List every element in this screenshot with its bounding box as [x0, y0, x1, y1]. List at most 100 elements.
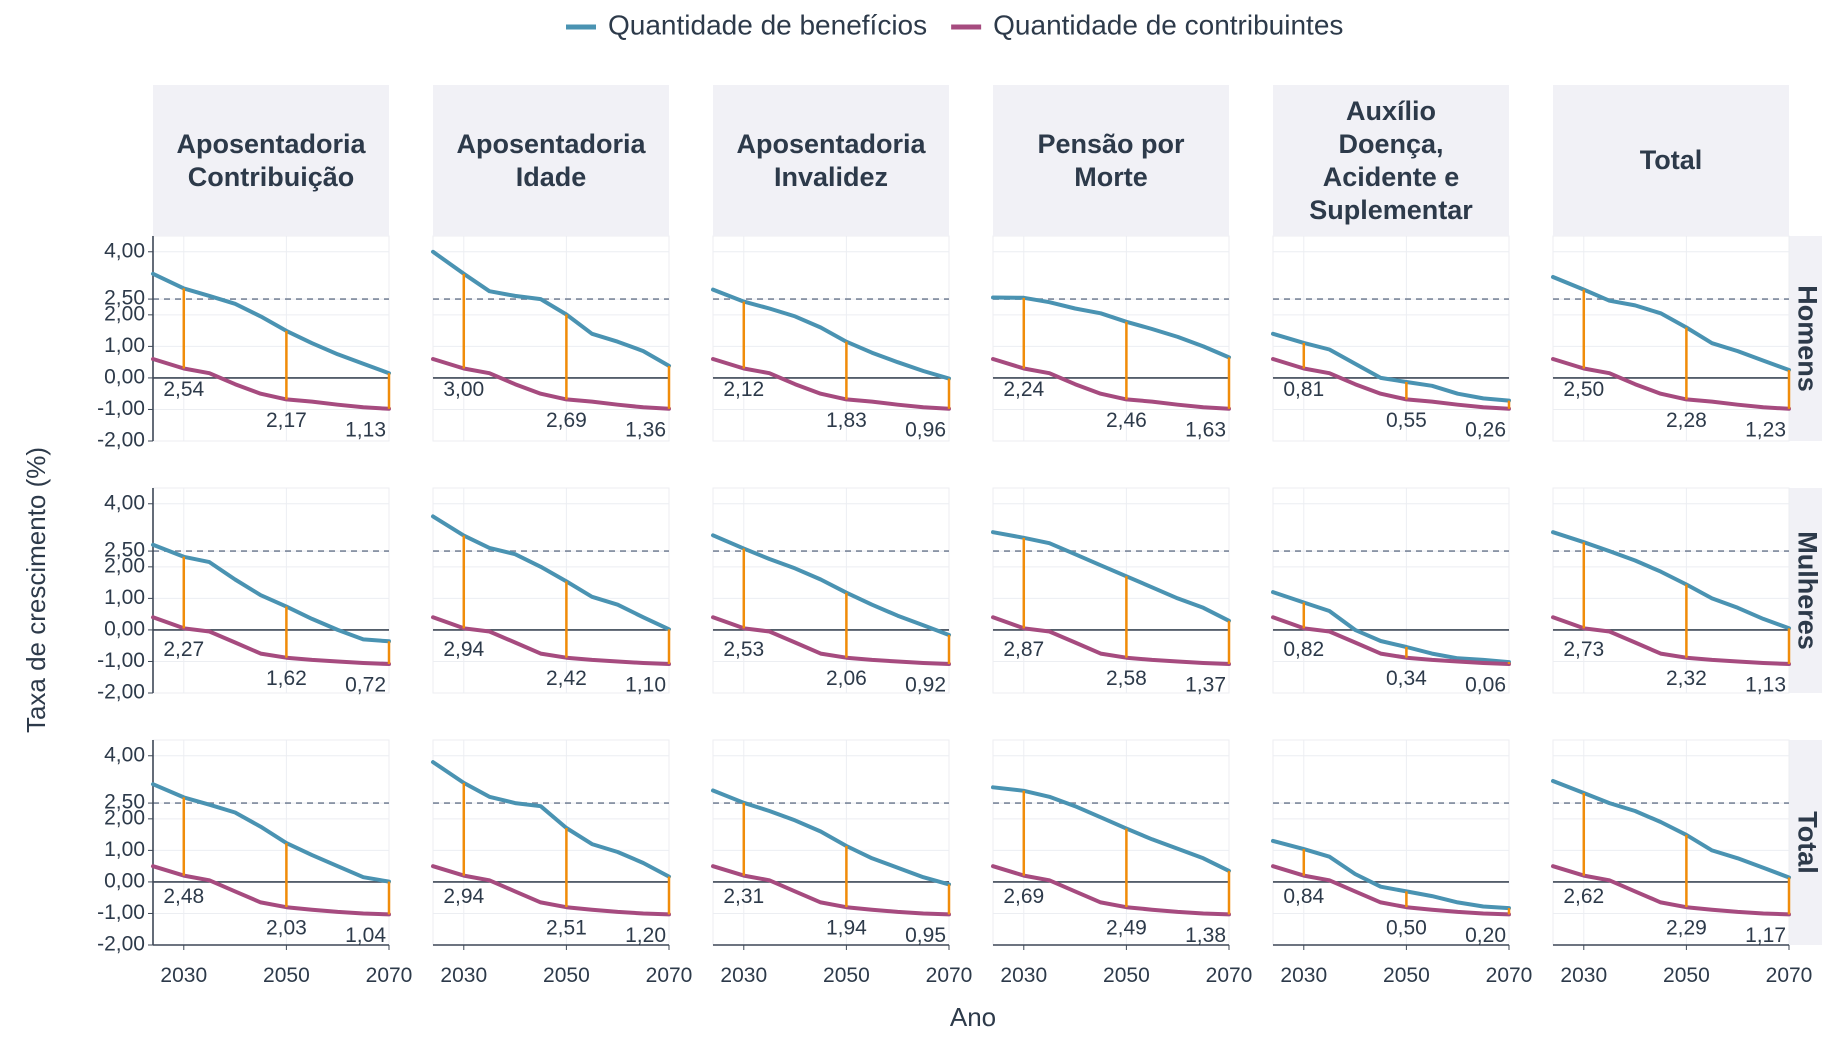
gap-label: 2,69	[1003, 885, 1044, 908]
gap-label: 2,94	[443, 885, 484, 908]
x-tick-label: 2070	[1206, 964, 1253, 987]
gap-label: 0,26	[1465, 418, 1506, 441]
gap-label: 2,32	[1666, 667, 1707, 690]
y-axis-title: Taxa de crescimento (%)	[21, 447, 51, 733]
gap-label: 2,73	[1563, 638, 1604, 661]
y-tick-label: 4,00	[104, 491, 145, 514]
gap-label: 0,50	[1386, 917, 1427, 940]
gap-label: 1,13	[1745, 674, 1786, 697]
gap-label: 2,62	[1563, 885, 1604, 908]
series-line	[1551, 615, 1791, 666]
series-line	[711, 788, 951, 887]
x-tick-label: 2030	[1000, 964, 1047, 987]
series-line	[1271, 331, 1511, 403]
column-header: Aposentadoria Contribuição	[153, 85, 389, 236]
gap-label: 2,24	[1003, 378, 1044, 401]
y-tick-label: 1,00	[104, 334, 145, 357]
series-line	[1551, 530, 1791, 631]
x-tick-label: 2050	[263, 964, 310, 987]
y-tick-label: 4,00	[104, 239, 145, 262]
x-tick-label: 2050	[1103, 964, 1150, 987]
panel-background	[1552, 487, 1790, 694]
series-line	[1551, 357, 1791, 411]
gap-label: 1,04	[345, 924, 386, 947]
gap-label: 1,36	[625, 418, 666, 441]
y-tick-label: -1,00	[97, 649, 145, 672]
row-label: Total	[1792, 811, 1822, 874]
series-line	[711, 357, 951, 411]
gap-label: 0,96	[905, 418, 946, 441]
series-line	[1271, 864, 1511, 917]
gap-label: 0,81	[1283, 378, 1324, 401]
gap-label: 1,37	[1185, 674, 1226, 697]
gap-label: 0,06	[1465, 674, 1506, 697]
series-line	[151, 542, 391, 644]
gap-label: 0,95	[905, 924, 946, 947]
x-tick-label: 2030	[440, 964, 487, 987]
column-header: Total	[1553, 85, 1789, 236]
row-strip	[1789, 740, 1822, 945]
series-line	[151, 864, 391, 917]
gap-label: 1,63	[1185, 418, 1226, 441]
gap-label: 2,06	[826, 667, 867, 690]
series-line	[991, 615, 1231, 666]
column-header: Aposentadoria Invalidez	[713, 85, 949, 236]
y-tick-label: 4,00	[104, 743, 145, 766]
x-tick-label: 2050	[1383, 964, 1430, 987]
series-line	[991, 295, 1231, 360]
y-tick-label: -2,00	[97, 681, 145, 704]
series-line	[991, 785, 1231, 873]
series-line	[431, 864, 671, 917]
x-tick-label: 2070	[646, 964, 693, 987]
y-tick-label: 0,00	[104, 365, 145, 388]
row-label: Homens	[1792, 285, 1822, 392]
gap-label: 2,87	[1003, 638, 1044, 661]
x-tick-label: 2050	[543, 964, 590, 987]
y-tick-label: -1,00	[97, 901, 145, 924]
column-header: Aposentadoria Idade	[433, 85, 669, 236]
series-line	[151, 357, 391, 411]
series-line	[1551, 275, 1791, 372]
y-tick-label: 2,00	[104, 806, 145, 829]
row-strip	[1789, 488, 1822, 693]
x-tick-label: 2050	[823, 964, 870, 987]
series-line	[151, 271, 391, 376]
series-line	[711, 864, 951, 917]
series-line	[151, 782, 391, 884]
series-line	[1551, 864, 1791, 917]
gap-label: 0,84	[1283, 885, 1324, 908]
series-line	[1271, 615, 1511, 666]
gap-label: 2,17	[266, 409, 307, 432]
x-tick-label: 2030	[1280, 964, 1327, 987]
gap-label: 0,20	[1465, 924, 1506, 947]
legend-label: Quantidade de benefícios	[608, 9, 927, 40]
gap-label: 2,51	[546, 917, 587, 940]
series-line	[711, 533, 951, 637]
x-axis-title: Ano	[950, 1002, 996, 1032]
gap-label: 1,17	[1745, 924, 1786, 947]
y-tick-label: -1,00	[97, 397, 145, 420]
gap-label: 0,55	[1386, 409, 1427, 432]
gap-label: 1,38	[1185, 924, 1226, 947]
gap-label: 2,54	[163, 378, 204, 401]
x-tick-label: 2030	[160, 964, 207, 987]
gap-label: 2,31	[723, 885, 764, 908]
gap-label: 1,94	[826, 917, 867, 940]
y-tick-label: 0,00	[104, 617, 145, 640]
x-tick-label: 2030	[720, 964, 767, 987]
legend-label: Quantidade de contribuintes	[993, 9, 1343, 40]
gap-label: 1,83	[826, 409, 867, 432]
y-tick-label: -2,00	[97, 429, 145, 452]
gap-label: 0,72	[345, 674, 386, 697]
gap-label: 0,92	[905, 674, 946, 697]
series-line	[1271, 590, 1511, 665]
y-tick-label: 2,50	[104, 287, 145, 310]
gap-label: 2,49	[1106, 917, 1147, 940]
series-line	[991, 357, 1231, 411]
x-tick-label: 2030	[1560, 964, 1607, 987]
gap-label: 2,48	[163, 885, 204, 908]
x-tick-label: 2070	[366, 964, 413, 987]
gap-label: 2,58	[1106, 667, 1147, 690]
